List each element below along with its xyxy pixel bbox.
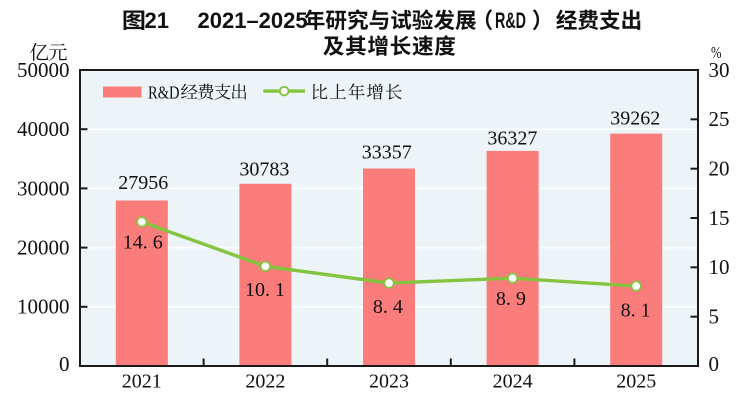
svg-text:2021: 2021 — [122, 371, 162, 393]
svg-text:5: 5 — [709, 305, 720, 329]
svg-text:50000: 50000 — [17, 58, 70, 82]
svg-text:2022: 2022 — [245, 371, 285, 393]
svg-text:2024: 2024 — [493, 371, 533, 393]
svg-text:14. 6: 14. 6 — [123, 232, 163, 254]
svg-text:0: 0 — [709, 352, 720, 376]
svg-text:10. 1: 10. 1 — [245, 279, 285, 301]
svg-text:27956: 27956 — [118, 172, 168, 194]
svg-text:40000: 40000 — [17, 117, 70, 141]
svg-text:2023: 2023 — [369, 371, 409, 393]
svg-text:20000: 20000 — [17, 236, 70, 260]
svg-text:R&D: R&D — [495, 8, 526, 33]
svg-text:10000: 10000 — [17, 295, 70, 319]
svg-text:30: 30 — [709, 58, 730, 82]
svg-text:20: 20 — [709, 157, 730, 181]
svg-text:8. 9: 8. 9 — [496, 288, 526, 310]
svg-text:2021–2025: 2021–2025 — [198, 8, 308, 33]
svg-text:R&D: R&D — [148, 82, 180, 102]
svg-text:30783: 30783 — [239, 158, 289, 180]
svg-text:0: 0 — [59, 352, 70, 376]
svg-text:30000: 30000 — [17, 176, 70, 200]
svg-text:8. 4: 8. 4 — [373, 296, 403, 318]
svg-text:21: 21 — [145, 8, 169, 33]
svg-text:10: 10 — [709, 255, 730, 279]
svg-text:25: 25 — [709, 107, 730, 131]
svg-text:33357: 33357 — [362, 141, 412, 163]
svg-text:39262: 39262 — [610, 108, 660, 130]
svg-text:%: % — [711, 43, 722, 62]
svg-text:2025: 2025 — [616, 371, 656, 393]
svg-text:8. 1: 8. 1 — [621, 300, 651, 322]
svg-text:36327: 36327 — [487, 127, 537, 149]
svg-text:15: 15 — [709, 206, 730, 230]
